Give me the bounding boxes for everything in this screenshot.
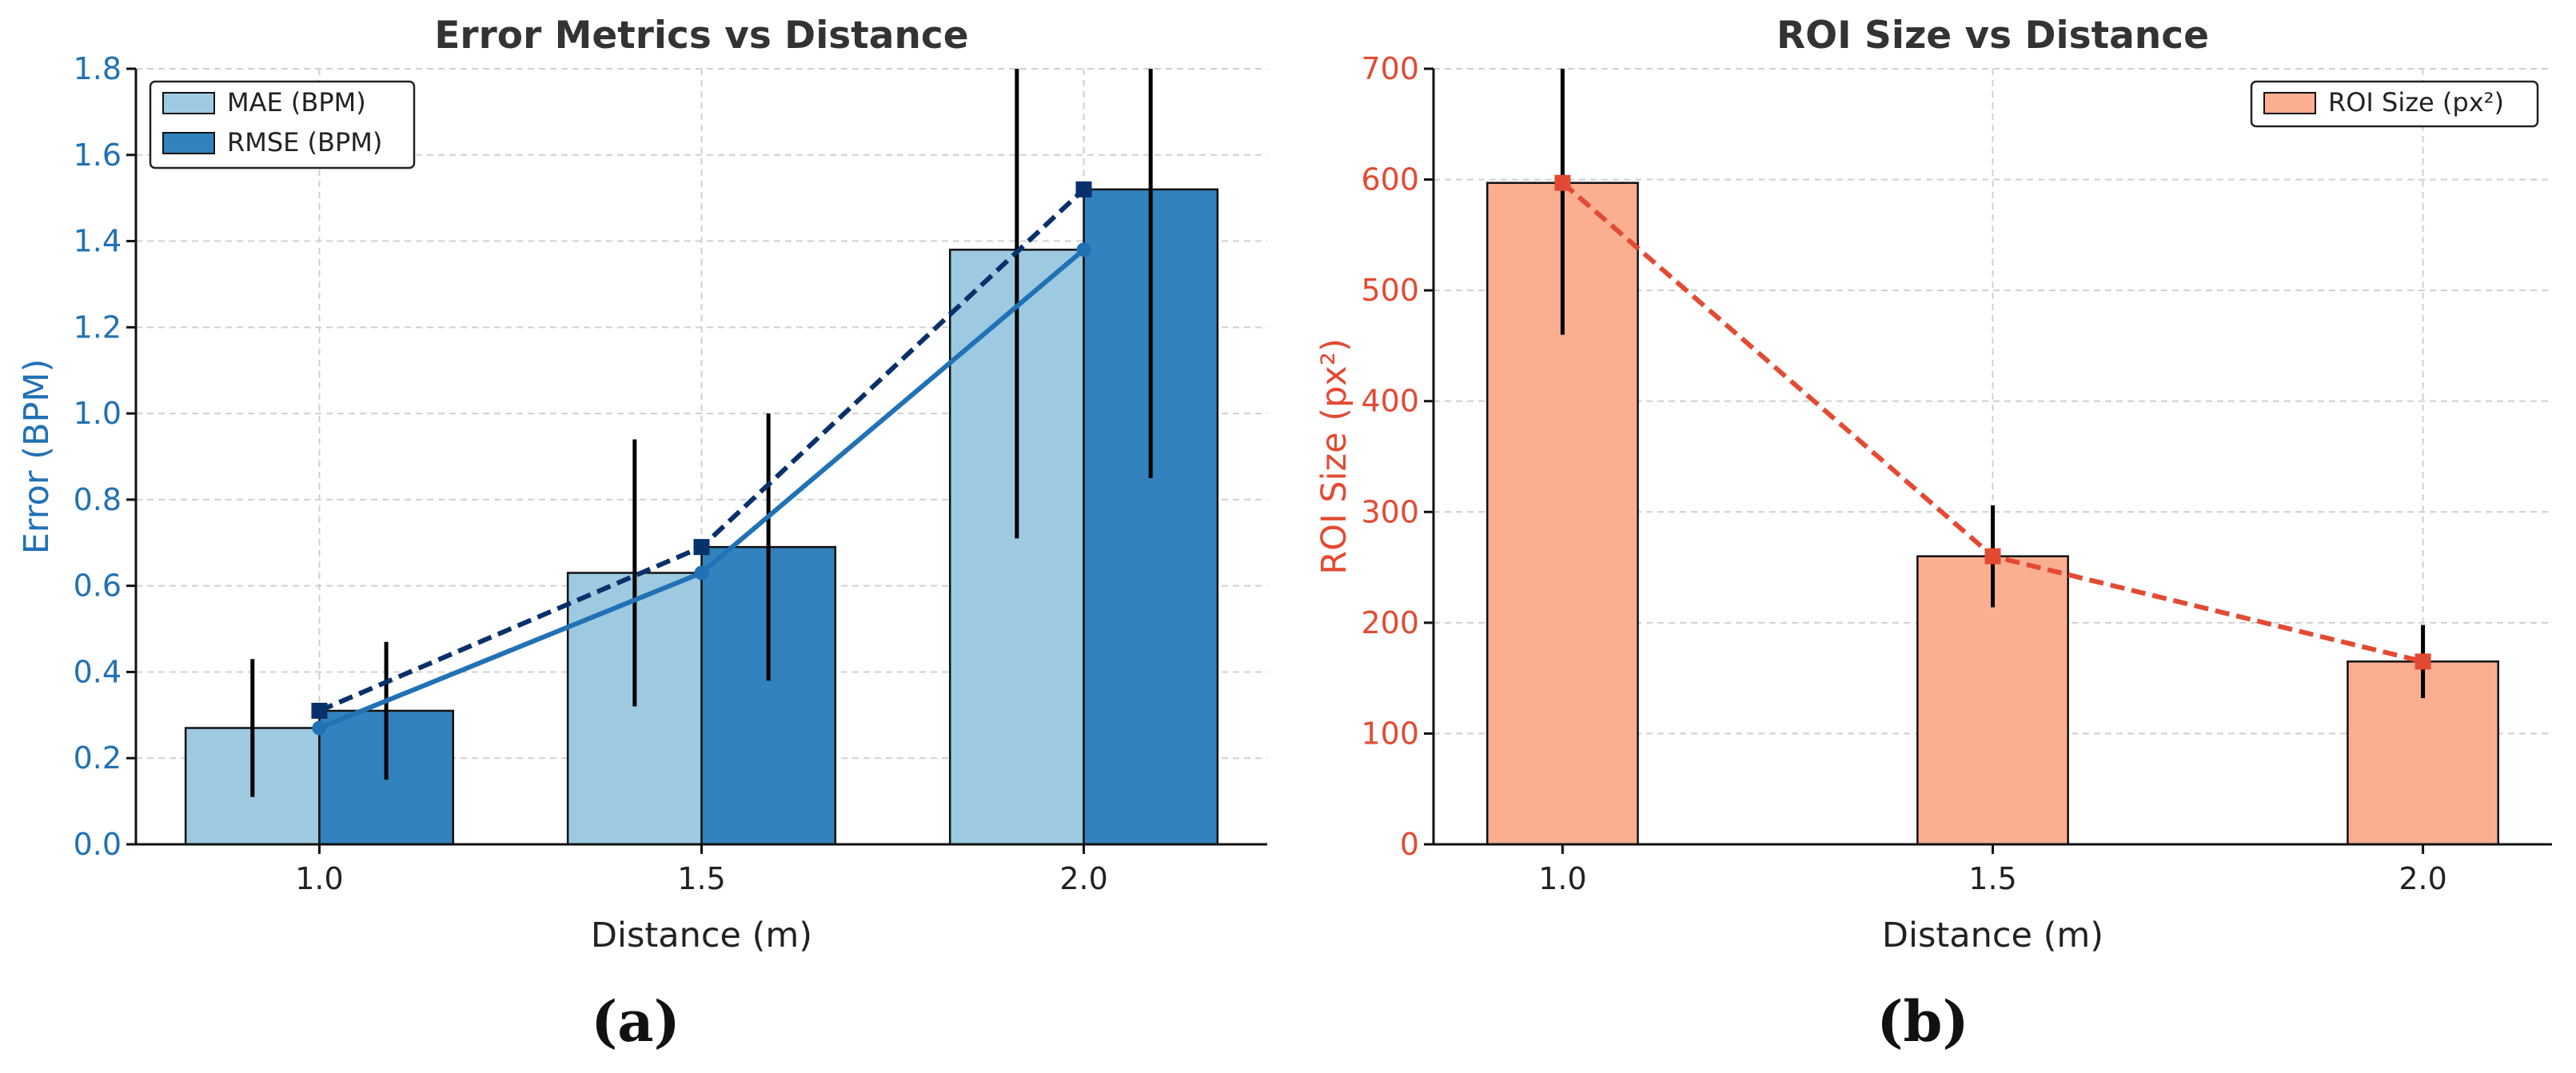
legend-box [149,80,416,170]
legend-label: MAE (BPM) [227,87,366,118]
legend-swatch [2263,92,2316,114]
point-marker [694,565,709,580]
y-tick-label: 0 [1400,827,1419,862]
y-tick-label: 0.8 [74,482,122,517]
y-tick-label: 400 [1361,384,1419,419]
y-tick-label: 0.4 [74,654,122,689]
x-tick-label: 2.0 [2399,861,2446,896]
legend-swatch [162,132,215,154]
point-marker [693,539,710,556]
y-tick-label: 0.0 [74,827,122,862]
y-axis-label: ROI Size (px²) [1314,338,1354,575]
x-tick-label: 1.5 [1968,861,2016,896]
y-tick-label: 700 [1361,51,1419,86]
legend-label: RMSE (BPM) [227,127,382,158]
chart-title: ROI Size vs Distance [1776,14,2209,58]
legend-swatch [162,92,215,114]
x-tick-label: 2.0 [1059,861,1107,896]
chart-title: Error Metrics vs Distance [434,14,968,58]
subfigure-caption: (b) [1876,988,1968,1055]
x-axis-label: Distance (m) [1882,915,2103,955]
point-marker [1075,181,1092,197]
point-marker [312,720,327,736]
y-tick-label: 1.4 [74,224,122,259]
y-tick-label: 1.0 [74,396,122,431]
subfigure-caption: (a) [591,988,680,1055]
x-tick-label: 1.0 [295,861,343,896]
y-tick-label: 300 [1361,494,1419,529]
legend-label: ROI Size (px²) [2328,87,2504,118]
y-tick-label: 1.6 [74,138,122,173]
chart-1: 0.0 0.2 0.4 0.6 0.8 1.0 1.2 1.4 1.6 1.8 1.0 1.5 2.0 E… [17,14,1267,1055]
point-marker [1076,242,1091,257]
x-tick-label: 1.5 [677,861,725,896]
y-tick-label: 200 [1361,605,1419,640]
point-marker [2415,653,2431,670]
point-marker [311,702,328,719]
x-axis-label: Distance (m) [591,915,812,955]
y-tick-label: 600 [1361,162,1419,197]
y-axis-label: Error (BPM) [17,359,57,555]
y-tick-label: 0.6 [74,568,122,604]
legend: MAE (BPM) RMSE (BPM) [149,80,416,170]
x-tick-label: 1.0 [1538,861,1586,896]
chart-2: 0 100 200 300 400 500 600 700 1.0 1.5 2.0 ROI Size … [1314,14,2552,1055]
legend-box [2250,80,2539,128]
y-tick-label: 1.8 [74,51,122,86]
y-tick-label: 0.2 [74,740,122,776]
y-tick-label: 100 [1361,716,1419,751]
y-tick-label: 500 [1361,273,1419,308]
point-marker [1554,174,1571,191]
y-tick-label: 1.2 [74,309,122,345]
point-marker [1984,548,2001,564]
legend: ROI Size (px²) [2250,80,2539,128]
